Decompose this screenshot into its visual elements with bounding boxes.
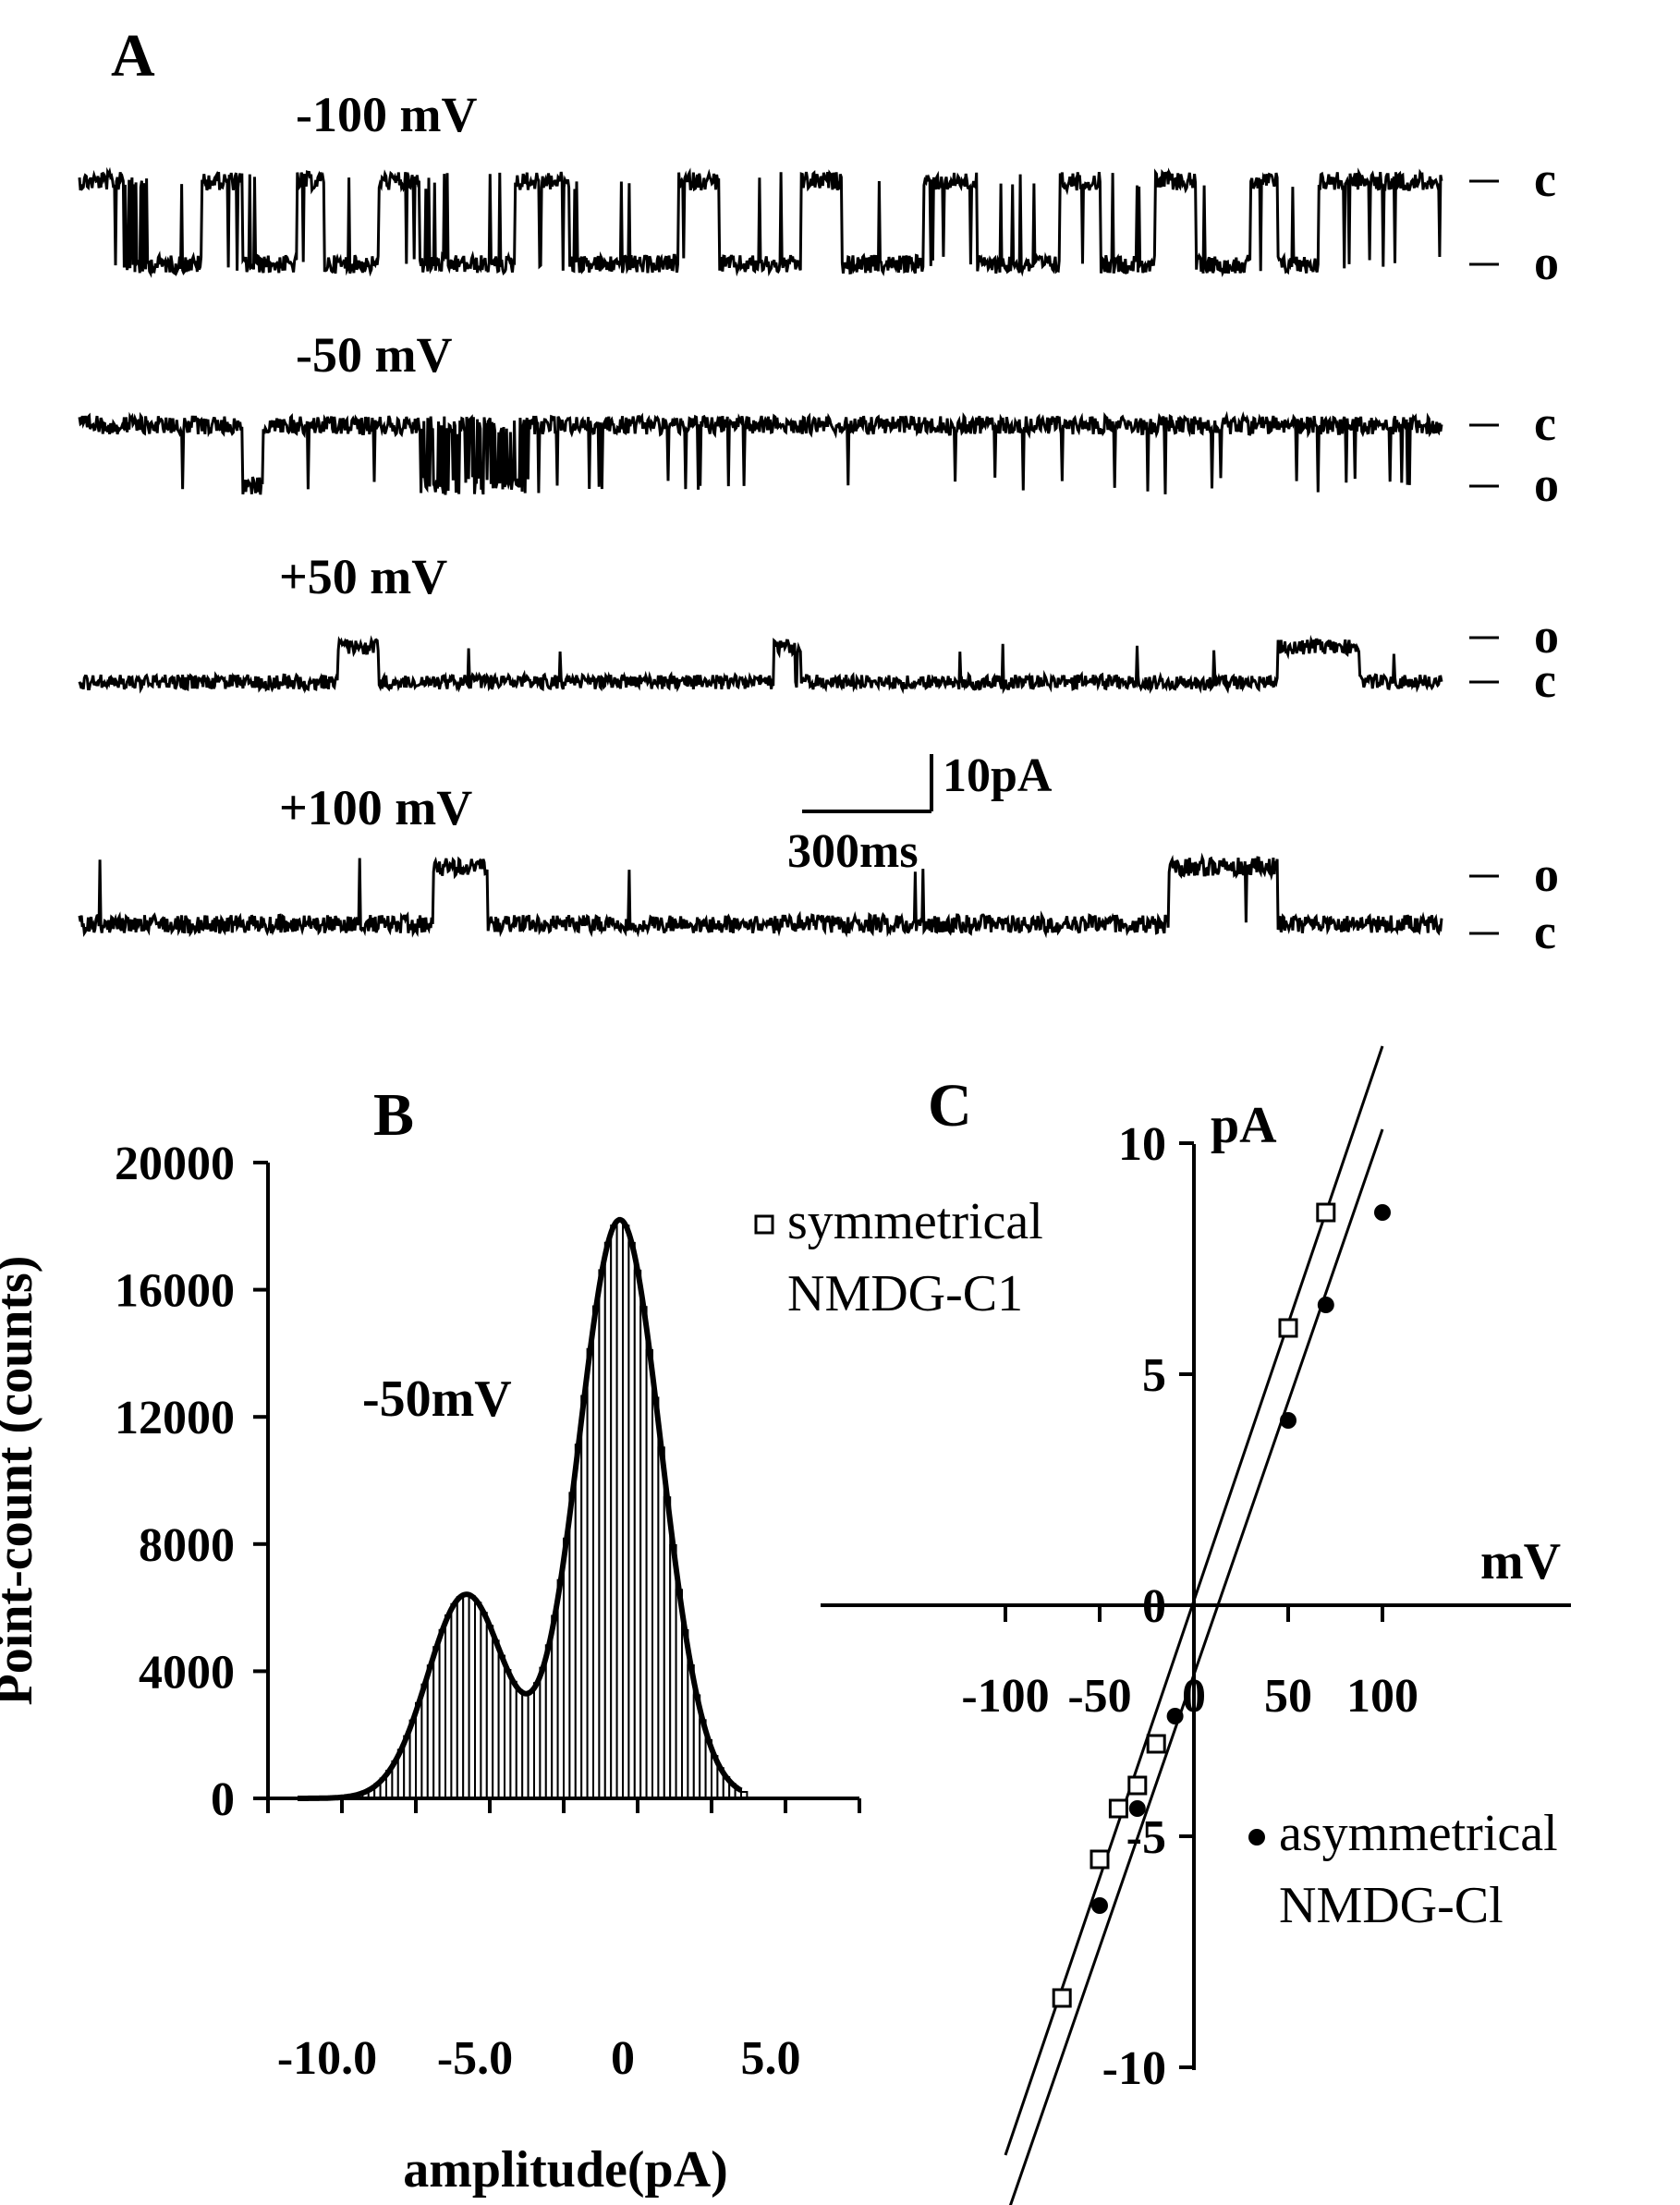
panel-b-y-ticks: 0 4000 8000 12000 16000 20000 <box>115 1138 268 1826</box>
panel-b-y-axis-title: Point-count (counts) <box>0 1256 43 1706</box>
data-point-asymmetrical <box>1166 1708 1184 1724</box>
data-point-asymmetrical <box>1317 1297 1334 1313</box>
data-point-symmetrical <box>1090 1849 1110 1870</box>
scale-bar: 10pA 300ms <box>787 749 1053 878</box>
trace-1-upper-state-label: c <box>1534 152 1556 207</box>
data-point-asymmetrical <box>1128 1800 1146 1817</box>
panel-b-y-tick-label: 12000 <box>115 1392 235 1444</box>
trace-2-current-trace <box>78 410 1443 495</box>
panel-b: B -50mV 0 4000 8000 12000 16000 20000 -10.0 -5… <box>0 1081 861 2199</box>
data-point-symmetrical <box>1108 1798 1128 1819</box>
panel-c-x-tick-label: -100 <box>961 1670 1049 1723</box>
panel-b-letter: B <box>373 1081 414 1149</box>
panel-c-x-tick-label: 50 <box>1264 1670 1312 1723</box>
panel-c-y-tick-label: 0 <box>1142 1580 1166 1633</box>
scale-bar-current-label: 10pA <box>943 749 1053 802</box>
panel-b-y-tick-label: 4000 <box>139 1646 235 1699</box>
panel-c-letter: C <box>928 1072 972 1139</box>
panel-b-y-tick-label: 0 <box>211 1773 235 1826</box>
fit-line-asymmetrical <box>1008 1128 1384 2205</box>
panel-b-x-tick-label: 5.0 <box>741 2032 801 2085</box>
scale-bar-time-label: 300ms <box>787 825 919 878</box>
panel-b-x-ticks: -10.0 -5.0 0 5.0 <box>266 1798 861 2085</box>
legend-filled-circle-marker <box>1248 1829 1265 1846</box>
trace-3-voltage-label: +50 mV <box>279 549 447 604</box>
trace-3-lower-state-label: c <box>1534 652 1556 708</box>
trace-4-lower-state-label: c <box>1534 904 1556 959</box>
trace-1-voltage-label: -100 mV <box>296 87 477 142</box>
panel-b-y-tick-label: 8000 <box>139 1519 235 1572</box>
panel-b-x-tick-label: -5.0 <box>437 2032 513 2085</box>
trace-4-voltage-label: +100 mV <box>279 780 472 835</box>
data-point-symmetrical <box>1278 1318 1298 1338</box>
panel-c-y-tick-label: -10 <box>1102 2042 1166 2095</box>
panel-b-x-axis-title: amplitude(pA) <box>403 2141 728 2199</box>
legend-asymmetrical-line-2: NMDG-Cl <box>1279 1877 1503 1934</box>
panel-c-y-tick-label: 10 <box>1118 1118 1166 1171</box>
trace-4-upper-state-label: o <box>1534 847 1559 902</box>
trace-2-lower-state-label: o <box>1534 457 1559 512</box>
panel-b-y-tick-label: 16000 <box>115 1265 235 1318</box>
trace-2-upper-state-label: c <box>1534 396 1556 451</box>
legend-asymmetrical-line-1: asymmetrical <box>1279 1805 1558 1862</box>
panel-b-voltage-annotation: -50mV <box>362 1371 512 1428</box>
panel-c-x-tick-label: -50 <box>1067 1670 1131 1723</box>
trace-3-current-trace <box>78 634 1443 695</box>
legend-symmetrical-line-1: symmetrical <box>787 1193 1043 1250</box>
legend-symmetrical-line-2: NMDG-C1 <box>787 1265 1023 1322</box>
trace-1-lower-state-label: o <box>1534 235 1559 290</box>
histogram-bars <box>344 1218 749 1800</box>
trace-1-current-trace <box>78 166 1443 278</box>
panel-c-fit-lines <box>1004 1045 1384 2205</box>
panel-b-x-tick-label: -10.0 <box>277 2032 377 2085</box>
data-point-symmetrical <box>1316 1202 1336 1223</box>
data-point-symmetrical <box>1052 1988 1072 2008</box>
trace-2-voltage-label: -50 mV <box>296 327 452 383</box>
data-point-asymmetrical <box>1374 1204 1391 1221</box>
panel-c-data-points <box>1052 1202 1391 2008</box>
panel-b-y-tick-label: 20000 <box>115 1138 235 1190</box>
panel-c-y-tick-label: 5 <box>1142 1349 1166 1402</box>
trace-4-current-trace <box>78 852 1443 939</box>
panel-c-x-tick-label: 100 <box>1346 1670 1418 1723</box>
legend-open-square-marker <box>754 1214 774 1235</box>
panel-a: A -100 mV c o -50 mV c o +50 mV o c 10pA… <box>78 22 1559 959</box>
fit-line-symmetrical <box>1004 1045 1384 2156</box>
panel-a-letter: A <box>111 22 155 90</box>
panel-c-x-axis-unit: mV <box>1480 1533 1561 1590</box>
trace-3-upper-state-label: o <box>1534 608 1559 664</box>
data-point-symmetrical <box>1146 1734 1166 1754</box>
gaussian-fit-curve <box>298 1216 743 1801</box>
data-point-asymmetrical <box>1280 1412 1297 1429</box>
data-point-asymmetrical <box>1091 1897 1108 1914</box>
panel-b-x-tick-label: 0 <box>611 2032 635 2085</box>
panel-c-y-axis-unit: pA <box>1211 1097 1277 1154</box>
data-point-symmetrical <box>1127 1775 1148 1796</box>
